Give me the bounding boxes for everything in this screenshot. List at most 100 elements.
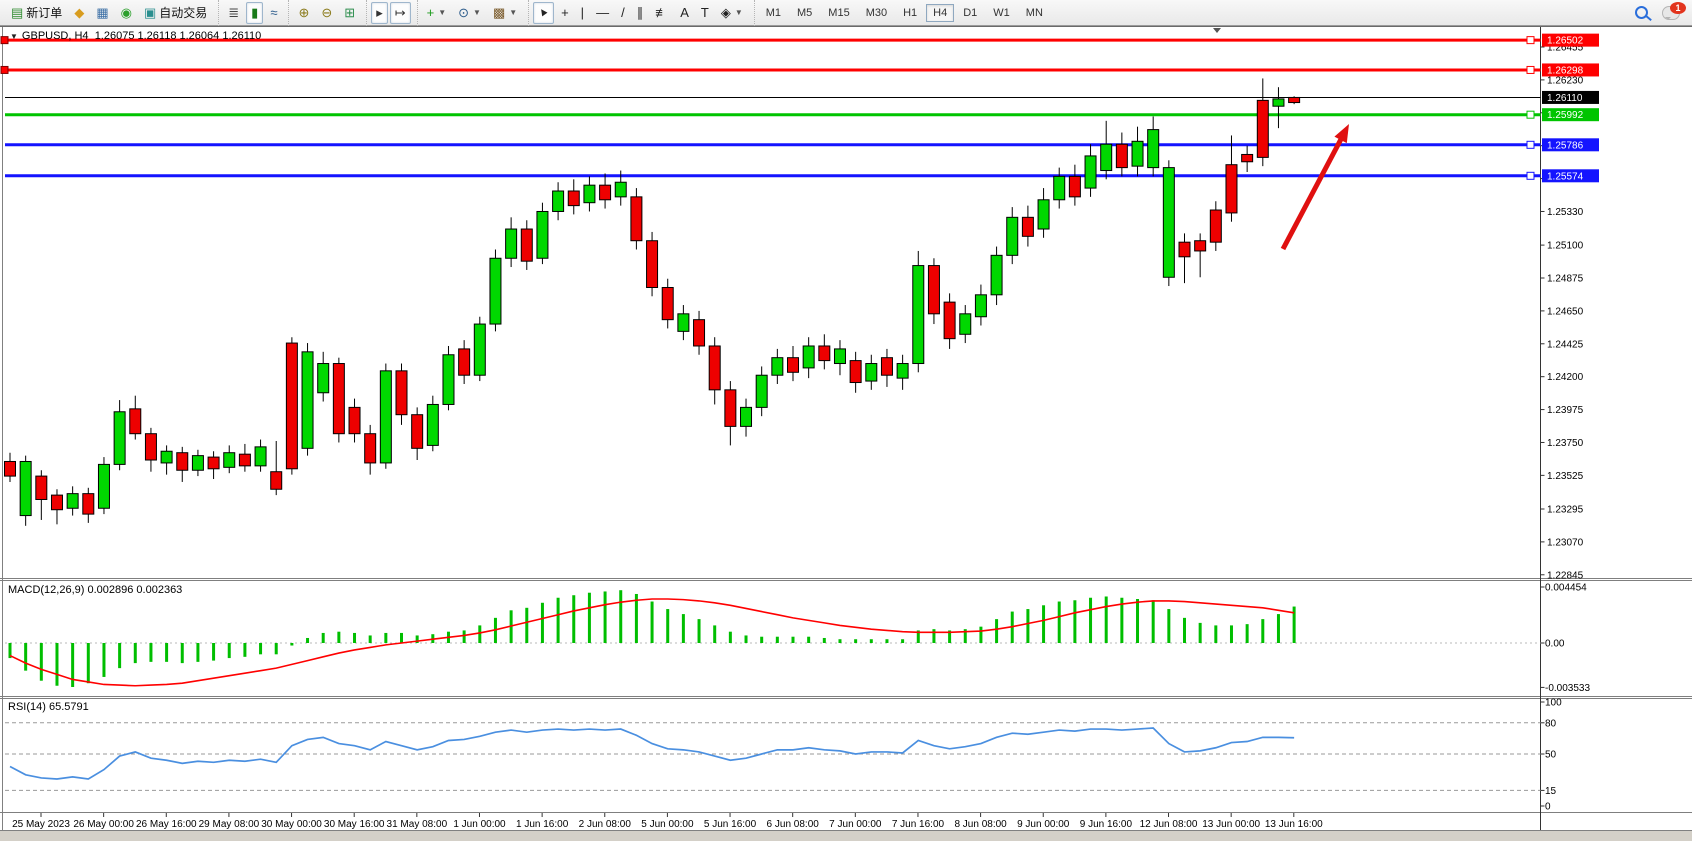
cursor-icon[interactable]: ▲ — [533, 1, 555, 24]
chart-shift-marker[interactable] — [1213, 28, 1221, 33]
candle-body — [160, 450, 173, 464]
chevron-down-icon[interactable]: ▼ — [438, 8, 447, 17]
macd-histogram-bar — [697, 619, 701, 643]
price-hline-1.25574[interactable] — [5, 171, 1541, 180]
chevron-down-icon[interactable]: ▼ — [734, 8, 743, 17]
search-icon[interactable] — [1635, 6, 1648, 19]
line-handle[interactable] — [0, 36, 9, 45]
channel-icon[interactable]: ∥ — [632, 2, 649, 24]
autotrade-button: ▣ — [143, 5, 157, 20]
crosshair-icon[interactable]: + — [556, 2, 574, 24]
chart-candles-icon[interactable]: ▮ — [246, 1, 264, 24]
price-hline-1.25992[interactable] — [5, 110, 1541, 119]
time-label: 1 Jun 00:00 — [453, 819, 506, 830]
timeframe-m5[interactable]: M5 — [797, 6, 813, 19]
price-hline-1.25786[interactable] — [5, 140, 1541, 149]
timeframe-d1[interactable]: D1 — [963, 6, 978, 19]
zoom-out-icon[interactable]: ⊖ — [316, 2, 337, 24]
candle-body — [927, 265, 940, 315]
chat-icon[interactable]: 1 — [1662, 1, 1686, 20]
timeframe-m1[interactable]: M1 — [765, 6, 782, 19]
autoscroll-icon[interactable]: ▸ — [371, 1, 388, 24]
macd-histogram-bar — [243, 643, 247, 657]
time-axis[interactable]: 25 May 2023 26 May 00:00 26 May 16:00 29 Ma… — [12, 813, 1323, 830]
macd-histogram-bar — [149, 643, 153, 662]
candle-body — [849, 360, 862, 384]
timeframe-m15[interactable]: M15 — [828, 6, 850, 19]
macd-histogram-bar — [337, 631, 341, 643]
macd-histogram-bar — [8, 643, 12, 659]
line-handle[interactable] — [1526, 140, 1535, 149]
macd-histogram-bar — [227, 643, 231, 659]
zoom-in-icon[interactable]: ⊕ — [293, 2, 314, 24]
add-indicator-icon[interactable]: + ▼ — [422, 2, 452, 24]
chart-bars-icon[interactable]: ≣ — [223, 2, 244, 24]
timeframe-w1[interactable]: W1 — [993, 6, 1010, 19]
candle-body — [912, 265, 925, 365]
vertical-line-icon[interactable]: | — [576, 2, 589, 24]
line-handle[interactable] — [1526, 65, 1535, 74]
price-hline-1.26298[interactable] — [0, 65, 1541, 74]
svg-text:1.25992: 1.25992 — [1547, 110, 1584, 121]
toolbar-group: + ▼ ⊙ ▼ ▩ ▼ — [416, 0, 527, 26]
candle-body — [1006, 216, 1019, 256]
line-handle[interactable] — [1526, 110, 1535, 119]
tile-windows-icon[interactable]: ⊞ — [339, 2, 360, 24]
candle-body — [1162, 167, 1175, 278]
candle-body — [552, 190, 565, 212]
svg-text:1.23070: 1.23070 — [1547, 537, 1584, 548]
price-hline-1.26502[interactable] — [0, 36, 1541, 45]
macd-histogram-bar — [869, 639, 873, 643]
time-label: 13 Jun 16:00 — [1265, 819, 1323, 830]
macd-histogram-bar — [838, 639, 842, 643]
fibonacci-icon[interactable]: ≢ — [650, 2, 673, 24]
trendline-icon[interactable]: / — [616, 2, 630, 24]
label-icon[interactable]: T — [696, 2, 714, 24]
trendline-icon: / — [621, 5, 625, 20]
autotrade-button[interactable]: ▣ 自动交易 — [139, 2, 212, 24]
candle-body — [1131, 140, 1144, 167]
candle-body — [1068, 175, 1081, 198]
candle-body — [1037, 199, 1050, 230]
market-watch-icon[interactable]: ◉ — [116, 2, 137, 24]
candle-body — [270, 471, 283, 490]
candle-body — [646, 240, 659, 288]
timeframe-mn[interactable]: MN — [1025, 6, 1043, 19]
arrows-icon[interactable]: ◈ ▼ — [716, 2, 748, 24]
styles-icon: ◆ — [74, 5, 85, 20]
template-icon[interactable]: ▩ ▼ — [488, 2, 522, 24]
macd-histogram-bar — [854, 639, 858, 643]
horizontal-line-icon[interactable]: — — [591, 2, 614, 24]
new-order-button[interactable]: ▤ 新订单 — [6, 2, 67, 24]
line-handle[interactable] — [0, 65, 9, 74]
candle-body — [1100, 143, 1113, 172]
text-icon[interactable]: A — [675, 2, 694, 24]
profile-icon[interactable]: ▦ — [91, 2, 113, 24]
price-axis[interactable]: 1.264551.262301.260051.257801.255551.253… — [1540, 43, 1584, 582]
candle-body — [426, 403, 439, 446]
styles-icon[interactable]: ◆ — [69, 2, 89, 24]
candle-body — [802, 345, 815, 369]
chevron-down-icon[interactable]: ▼ — [473, 8, 481, 17]
candle-body — [4, 460, 16, 477]
period-clock-icon[interactable]: ⊙ ▼ — [453, 2, 486, 24]
chart-shift-icon[interactable]: ↦ — [389, 1, 411, 24]
timeframe-h1[interactable]: H1 — [903, 6, 918, 19]
svg-text:15: 15 — [1545, 786, 1557, 797]
line-handle[interactable] — [1526, 171, 1535, 180]
window-bottom-strip — [0, 831, 1692, 841]
timeframe-h4[interactable]: H4 — [926, 3, 955, 22]
timeframe-m30[interactable]: M30 — [865, 6, 888, 19]
time-label: 1 Jun 16:00 — [516, 819, 569, 830]
candle-body — [1209, 209, 1222, 243]
line-handle[interactable] — [1526, 36, 1535, 45]
candle-body — [1053, 175, 1066, 201]
macd-histogram-bar — [321, 632, 325, 643]
candle-body — [1194, 240, 1207, 252]
arrow-annotation[interactable] — [1280, 124, 1349, 251]
chart-line-icon[interactable]: ≈ — [265, 2, 282, 24]
macd-histogram-bar — [133, 643, 137, 664]
chevron-down-icon[interactable]: ▼ — [509, 8, 518, 17]
svg-text:1.23750: 1.23750 — [1547, 438, 1584, 449]
